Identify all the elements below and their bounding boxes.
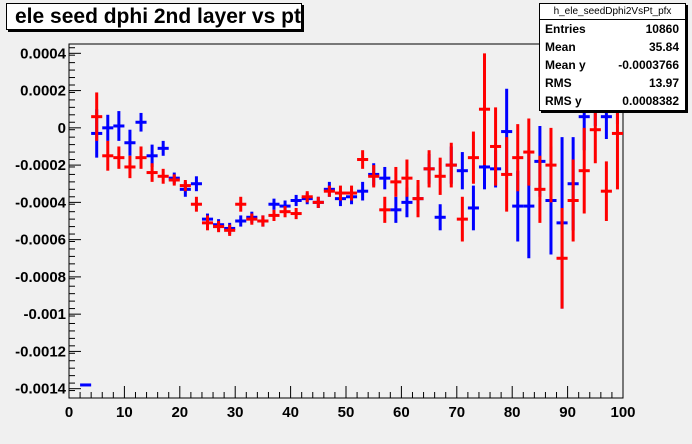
stats-row-entries: Entries 10860 bbox=[540, 20, 685, 38]
title-box: ele seed dphi 2nd layer vs pt bbox=[6, 3, 302, 30]
stats-value: 35.84 bbox=[648, 40, 679, 54]
x-tick-label: 80 bbox=[504, 404, 521, 421]
stats-key: Entries bbox=[545, 22, 586, 36]
y-tick-label: -0.0002 bbox=[15, 157, 66, 174]
chart-title: ele seed dphi 2nd layer vs pt bbox=[15, 5, 301, 28]
stats-histogram-name: h_ele_seedDphi2VsPt_pfx bbox=[540, 4, 685, 20]
x-tick-label: 10 bbox=[116, 404, 133, 421]
y-tick-label: -0.0004 bbox=[15, 194, 67, 211]
stats-row-mean-y: Mean y -0.0003766 bbox=[540, 56, 685, 74]
y-axis: 0.0004 0.0002 0 -0.0002 -0.0004 -0.0006 -0.000… bbox=[15, 45, 81, 399]
plot-area bbox=[68, 43, 624, 399]
x-tick-label: 40 bbox=[282, 404, 299, 421]
stats-key: RMS y bbox=[545, 94, 582, 108]
stats-value: 13.97 bbox=[648, 76, 679, 90]
y-tick-label: 0 bbox=[58, 120, 66, 137]
y-tick-label: 0.0002 bbox=[20, 83, 66, 100]
stats-key: RMS bbox=[545, 76, 572, 90]
stats-key: Mean y bbox=[545, 58, 586, 72]
stats-value: 0.0008382 bbox=[622, 94, 679, 108]
y-tick-label: -0.0014 bbox=[15, 381, 67, 398]
stats-row-rms-y: RMS y 0.0008382 bbox=[540, 92, 685, 110]
stats-row-mean: Mean 35.84 bbox=[540, 38, 685, 56]
stats-value: 10860 bbox=[645, 22, 679, 36]
y-tick-label: -0.0008 bbox=[15, 269, 66, 286]
y-tick-label: -0.0012 bbox=[15, 343, 66, 360]
x-tick-label: 20 bbox=[171, 404, 188, 421]
y-tick-label: -0.0006 bbox=[15, 232, 66, 249]
stats-key: Mean bbox=[545, 40, 576, 54]
stats-value: -0.0003766 bbox=[618, 58, 679, 72]
x-tick-label: 60 bbox=[393, 404, 410, 421]
data-points bbox=[80, 49, 623, 387]
x-axis: 0 10 20 30 40 50 60 70 80 90 100 bbox=[65, 386, 636, 421]
stats-box: h_ele_seedDphi2VsPt_pfx Entries 10860 Me… bbox=[539, 3, 686, 111]
x-tick-label: 50 bbox=[338, 404, 355, 421]
x-tick-label: 30 bbox=[227, 404, 244, 421]
stats-row-rms: RMS 13.97 bbox=[540, 74, 685, 92]
x-tick-label: 0 bbox=[65, 404, 73, 421]
y-tick-label: -0.001 bbox=[23, 306, 66, 323]
x-tick-label: 100 bbox=[610, 404, 635, 421]
x-tick-label: 90 bbox=[559, 404, 576, 421]
series-markers bbox=[91, 53, 623, 309]
x-tick-label: 70 bbox=[448, 404, 465, 421]
y-tick-label: 0.0004 bbox=[20, 45, 67, 62]
